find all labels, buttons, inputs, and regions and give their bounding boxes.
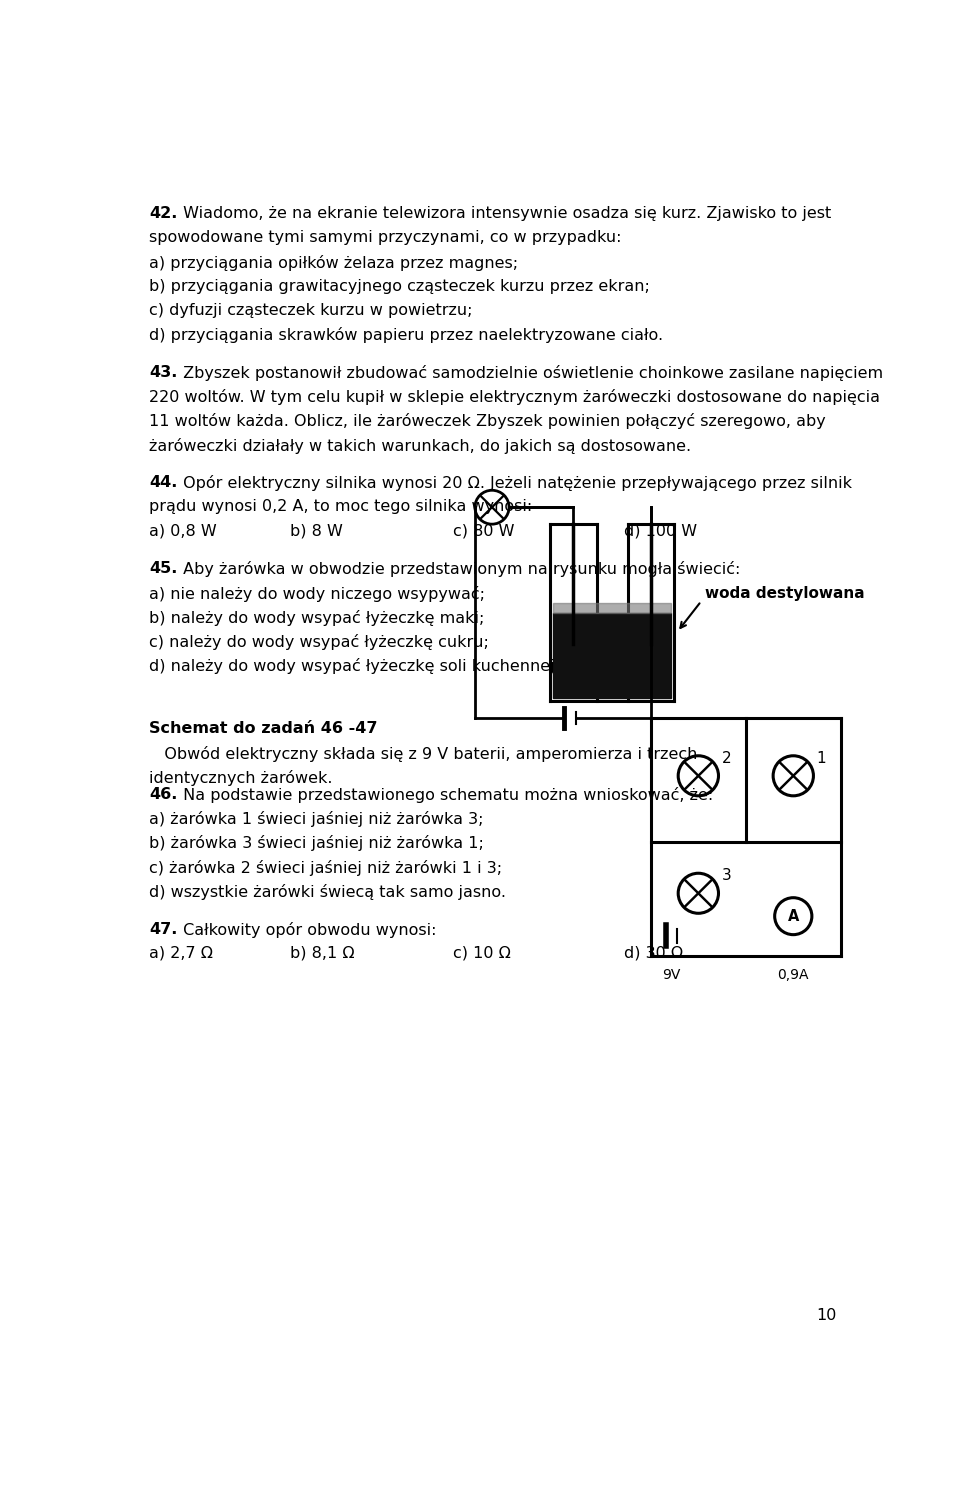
Text: 1: 1 [817, 751, 827, 766]
Text: d) 30 Ω: d) 30 Ω [624, 945, 683, 960]
Bar [553, 613, 671, 698]
Text: identycznych żarówek.: identycznych żarówek. [150, 771, 333, 786]
Text: a) 0,8 W: a) 0,8 W [150, 524, 217, 539]
Circle shape [775, 897, 812, 935]
Text: d) przyciągania skrawków papieru przez naelektryzowane ciało.: d) przyciągania skrawków papieru przez n… [150, 327, 663, 343]
Text: b) żarówka 3 świeci jaśniej niż żarówka 1;: b) żarówka 3 świeci jaśniej niż żarówka … [150, 835, 485, 852]
Text: a) nie należy do wody niczego wsypywać;: a) nie należy do wody niczego wsypywać; [150, 585, 486, 602]
Text: 44.: 44. [150, 476, 178, 491]
Text: 2: 2 [722, 751, 732, 766]
Text: 9V: 9V [662, 968, 681, 981]
Text: 220 woltów. W tym celu kupił w sklepie elektrycznym żaróweczki dostosowane do na: 220 woltów. W tym celu kupił w sklepie e… [150, 390, 880, 405]
Text: c) należy do wody wsypać łyżeczkę cukru;: c) należy do wody wsypać łyżeczkę cukru; [150, 634, 490, 650]
Text: A: A [787, 909, 799, 924]
Text: 10: 10 [817, 1308, 837, 1323]
Text: 3: 3 [722, 868, 732, 883]
Text: Opór elektryczny silnika wynosi 20 Ω. Jeżeli natężenie przepływającego przez sil: Opór elektryczny silnika wynosi 20 Ω. Je… [178, 476, 852, 491]
Text: spowodowane tymi samymi przyczynami, co w przypadku:: spowodowane tymi samymi przyczynami, co … [150, 230, 622, 245]
Text: a) przyciągania opiłków żelaza przez magnes;: a) przyciągania opiłków żelaza przez mag… [150, 254, 518, 271]
Text: 0,9A: 0,9A [778, 968, 809, 981]
Text: woda destylowana: woda destylowana [706, 585, 865, 600]
Text: 46.: 46. [150, 787, 178, 802]
Text: Aby żarówka w obwodzie przedstawionym na rysunku mogła świecić:: Aby żarówka w obwodzie przedstawionym na… [178, 561, 740, 578]
Text: b) należy do wody wsypać łyżeczkę maki;: b) należy do wody wsypać łyżeczkę maki; [150, 610, 485, 626]
Text: b) 8,1 Ω: b) 8,1 Ω [291, 945, 355, 960]
Text: d) należy do wody wsypać łyżeczkę soli kuchennej: d) należy do wody wsypać łyżeczkę soli k… [150, 658, 555, 674]
Bar [553, 604, 671, 613]
Text: Wiadomo, że na ekranie telewizora intensywnie osadza się kurz. Zjawisko to jest: Wiadomo, że na ekranie telewizora intens… [178, 206, 831, 221]
Text: Całkowity opór obwodu wynosi:: Całkowity opór obwodu wynosi: [178, 921, 437, 938]
Text: Obwód elektryczny składa się z 9 V baterii, amperomierza i trzech: Obwód elektryczny składa się z 9 V bater… [150, 745, 698, 762]
Text: prądu wynosi 0,2 A, to moc tego silnika wynosi:: prądu wynosi 0,2 A, to moc tego silnika … [150, 500, 533, 515]
Text: a) 2,7 Ω: a) 2,7 Ω [150, 945, 213, 960]
Text: 43.: 43. [150, 364, 178, 379]
Text: Zbyszek postanowił zbudować samodzielnie oświetlenie choinkowe zasilane napięcie: Zbyszek postanowił zbudować samodzielnie… [178, 364, 883, 381]
Text: Na podstawie przedstawionego schematu można wnioskować, że:: Na podstawie przedstawionego schematu mo… [178, 787, 713, 802]
Text: 45.: 45. [150, 561, 178, 576]
Text: 47.: 47. [150, 921, 178, 936]
Text: b) 8 W: b) 8 W [291, 524, 344, 539]
Text: 42.: 42. [150, 206, 178, 221]
Text: c) dyfuzji cząsteczek kurzu w powietrzu;: c) dyfuzji cząsteczek kurzu w powietrzu; [150, 303, 473, 318]
Text: c) żarówka 2 świeci jaśniej niż żarówki 1 i 3;: c) żarówka 2 świeci jaśniej niż żarówki … [150, 859, 503, 876]
Text: c) 80 W: c) 80 W [453, 524, 515, 539]
Text: d) wszystkie żarówki świecą tak samo jasno.: d) wszystkie żarówki świecą tak samo jas… [150, 883, 507, 900]
Text: b) przyciągania grawitacyjnego cząsteczek kurzu przez ekran;: b) przyciągania grawitacyjnego cząstecze… [150, 278, 650, 293]
Text: żaróweczki działały w takich warunkach, do jakich są dostosowane.: żaróweczki działały w takich warunkach, … [150, 438, 691, 453]
Text: a) żarówka 1 świeci jaśniej niż żarówka 3;: a) żarówka 1 świeci jaśniej niż żarówka … [150, 811, 484, 828]
Text: Schemat do zadań 46 -47: Schemat do zadań 46 -47 [150, 721, 378, 736]
Text: 11 woltów każda. Oblicz, ile żaróweczek Zbyszek powinien połączyć szeregowo, aby: 11 woltów każda. Oblicz, ile żaróweczek … [150, 414, 827, 429]
Text: c) 10 Ω: c) 10 Ω [453, 945, 511, 960]
Text: d) 100 W: d) 100 W [624, 524, 697, 539]
